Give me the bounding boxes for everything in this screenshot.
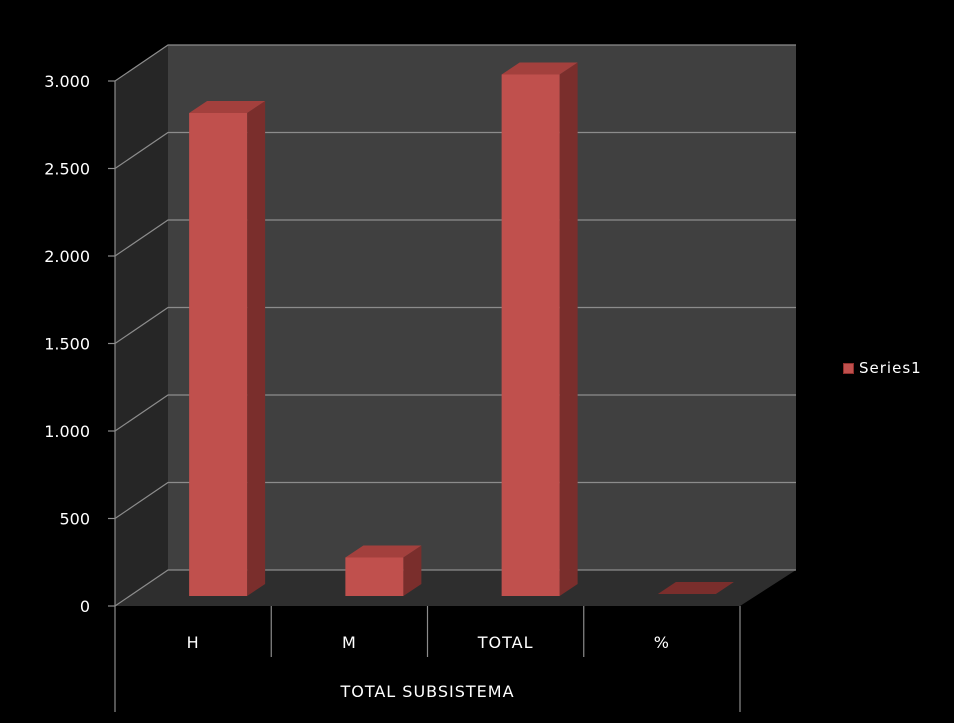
y-tick-label: 1.000: [44, 422, 90, 441]
x-tick-label: M: [342, 633, 357, 652]
bar-top: [657, 582, 734, 594]
x-tick-label: %: [654, 633, 670, 652]
legend-swatch-series1: [843, 362, 854, 374]
gridline: [114, 44, 796, 82]
gridline: [114, 131, 796, 169]
legend-label-series1: Series1: [859, 359, 922, 377]
bar-m: [345, 545, 422, 596]
bars: [189, 62, 734, 596]
gridline: [114, 394, 796, 432]
bar-top: [501, 62, 578, 75]
y-tick-label: 3.000: [44, 72, 90, 91]
bar-total: [501, 62, 578, 596]
gridline: [114, 306, 796, 344]
bar-top: [345, 545, 422, 558]
bar-side: [247, 101, 266, 596]
y-tick-label: 1.500: [44, 335, 90, 354]
bar--: [657, 582, 734, 594]
bar-side: [559, 62, 578, 596]
gridline: [114, 569, 796, 607]
x-axis: H M TOTAL % TOTAL SUBSISTEMA: [114, 606, 741, 712]
y-tick-label: 500: [59, 510, 90, 529]
bar-front: [501, 74, 560, 596]
gridline: [114, 481, 796, 519]
x-group-label: TOTAL SUBSISTEMA: [339, 682, 514, 701]
y-tick-label: 2.000: [44, 247, 90, 266]
legend: Series1: [843, 359, 922, 377]
bar-side: [403, 545, 422, 596]
x-tick-label: H: [187, 633, 200, 652]
y-tick-label: 2.500: [44, 160, 90, 179]
y-axis: 0 500 1.000 1.500 2.000 2.500 3.000: [44, 72, 116, 616]
gridline: [114, 219, 796, 257]
bar-top: [189, 101, 266, 113]
bar-front: [189, 113, 248, 596]
gridlines: [114, 44, 796, 607]
y-tick-label: 0: [80, 597, 90, 616]
x-tick-label: TOTAL: [477, 633, 534, 652]
bar-front: [345, 557, 404, 596]
bar-h: [189, 101, 266, 596]
floor: [115, 570, 796, 606]
